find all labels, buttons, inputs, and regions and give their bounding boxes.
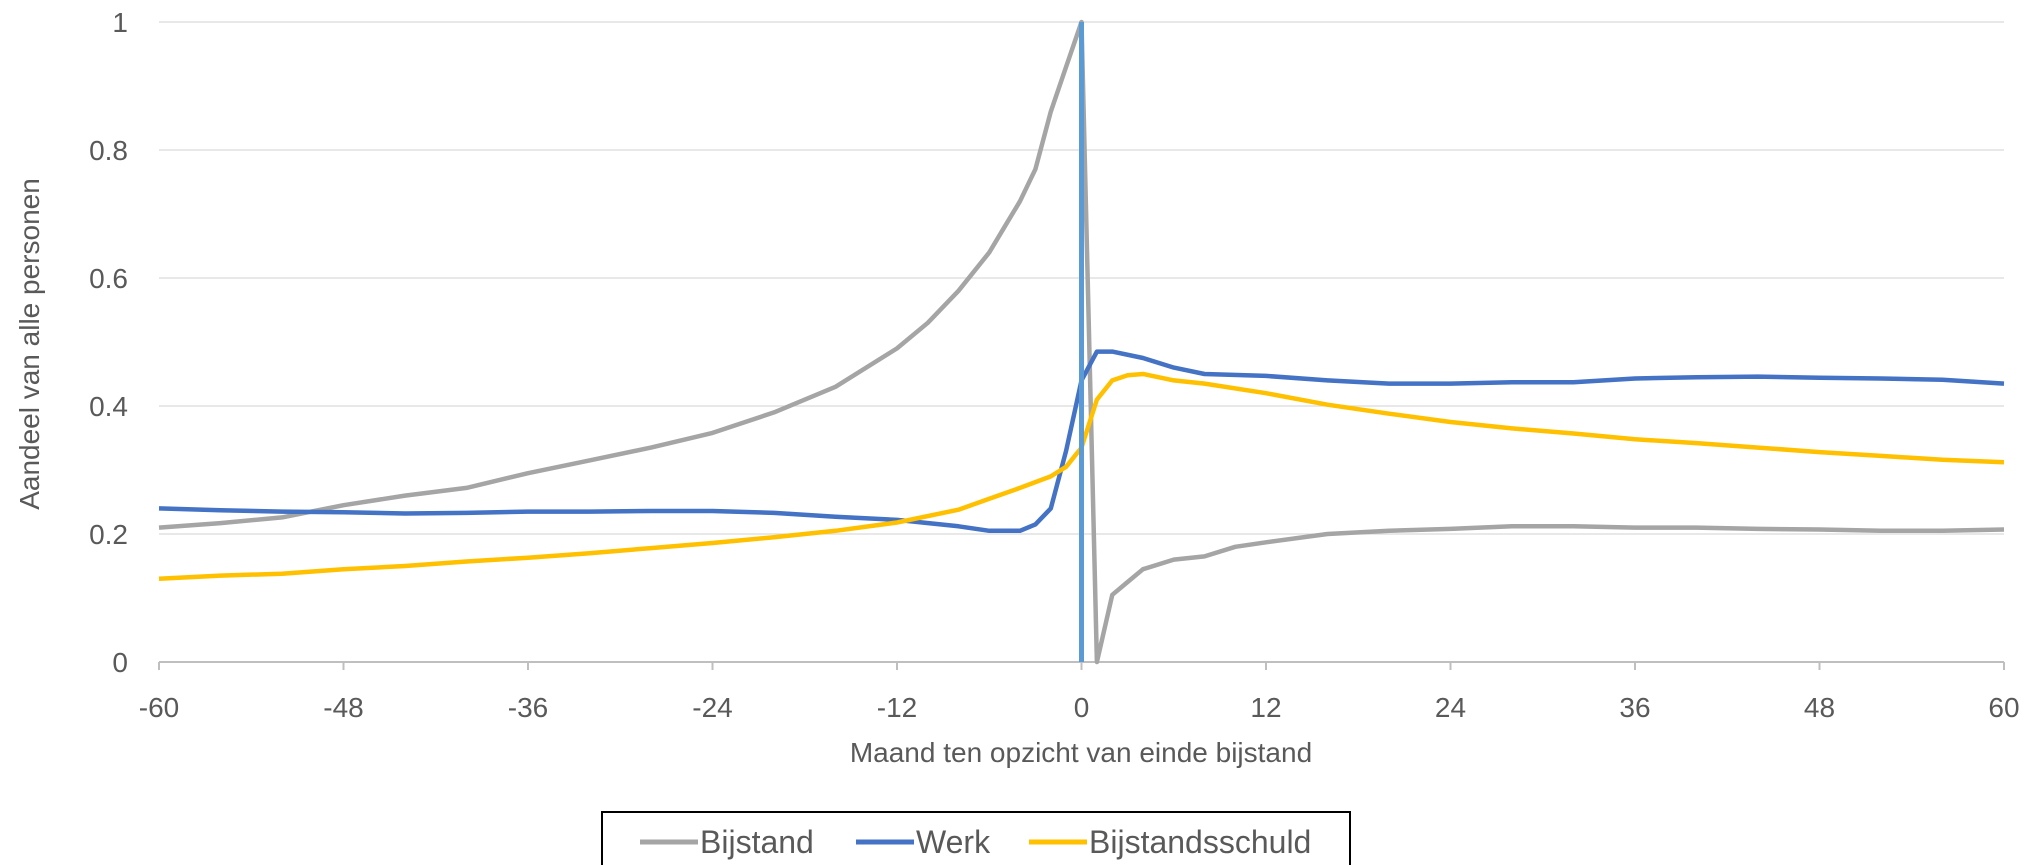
x-tick-label: 12: [1250, 692, 1281, 723]
series-line-werk: [158, 349, 2005, 534]
y-tick-label: 0.8: [89, 135, 128, 166]
x-axis-tick-labels: -60 -48 -36 -24 -12 0 12 24 36 48 60: [139, 662, 2020, 723]
legend-box: [601, 811, 1351, 865]
x-tick-label: -60: [139, 692, 179, 723]
x-tick-label: -36: [508, 692, 548, 723]
series-lines: [158, 19, 2005, 665]
y-tick-label: 0.2: [89, 519, 128, 550]
x-tick-label: -24: [692, 692, 732, 723]
series-line-bijstand: [158, 19, 2005, 665]
x-tick-label: 48: [1804, 692, 1835, 723]
x-tick-label: 36: [1619, 692, 1650, 723]
y-tick-label: 0.4: [89, 391, 128, 422]
series-line-bijstandsschuld: [158, 371, 2005, 582]
y-tick-label: 0.6: [89, 263, 128, 294]
y-axis-tick-labels: 0 0.2 0.4 0.6 0.8 1: [89, 7, 128, 678]
legend-items: Bijstand Werk Bijstandsschuld: [640, 824, 1311, 860]
x-tick-label: -48: [323, 692, 363, 723]
legend-label-werk: Werk: [916, 824, 991, 860]
x-tick-label: -12: [877, 692, 917, 723]
x-tick-label: 0: [1074, 692, 1090, 723]
y-tick-label: 0: [112, 647, 128, 678]
legend: Bijstand Werk Bijstandsschuld: [601, 811, 1351, 865]
x-tick-label: 60: [1988, 692, 2019, 723]
x-axis-title: Maand ten opzicht van einde bijstand: [850, 737, 1312, 768]
x-tick-label: 24: [1435, 692, 1466, 723]
legend-label-bijstandsschuld: Bijstandsschuld: [1089, 824, 1311, 860]
legend-label-bijstand: Bijstand: [700, 824, 814, 860]
y-axis-title: Aandeel van alle personen: [14, 178, 45, 510]
y-tick-label: 1: [112, 7, 128, 38]
